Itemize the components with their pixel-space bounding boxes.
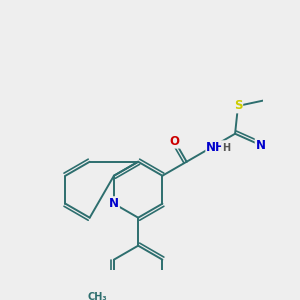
Text: NH: NH (206, 141, 226, 154)
Text: O: O (170, 135, 180, 148)
Text: N: N (109, 197, 119, 210)
Text: S: S (234, 99, 242, 112)
Text: CH₃: CH₃ (87, 292, 107, 300)
Text: N: N (256, 139, 266, 152)
Text: H: H (222, 143, 230, 153)
